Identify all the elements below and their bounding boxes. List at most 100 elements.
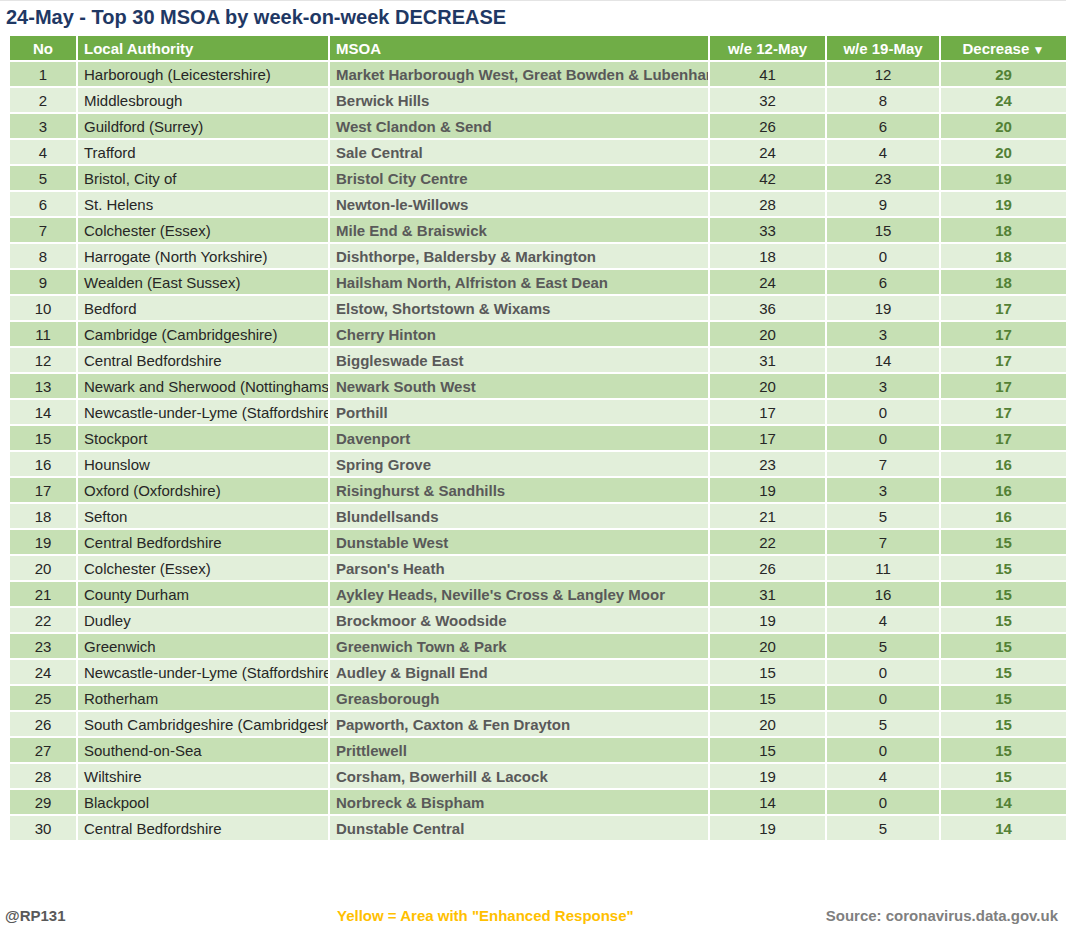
cell-msoa: Porthill bbox=[329, 399, 709, 425]
cell-local-authority: Sefton bbox=[77, 503, 329, 529]
cell-decrease: 15 bbox=[940, 581, 1066, 607]
cell-we-19-may: 0 bbox=[826, 425, 940, 451]
cell-we-12-may: 33 bbox=[709, 217, 826, 243]
cell-msoa: Newark South West bbox=[329, 373, 709, 399]
table-row: 29BlackpoolNorbreck & Bispham14014 bbox=[9, 789, 1066, 815]
cell-no: 28 bbox=[9, 763, 77, 789]
cell-no: 24 bbox=[9, 659, 77, 685]
cell-we-12-may: 20 bbox=[709, 711, 826, 737]
table-row: 14Newcastle-under-Lyme (Staffordshire)Po… bbox=[9, 399, 1066, 425]
table-row: 20Colchester (Essex)Parson's Heath261115 bbox=[9, 555, 1066, 581]
table-row: 30Central BedfordshireDunstable Central1… bbox=[9, 815, 1066, 841]
cell-we-12-may: 15 bbox=[709, 737, 826, 763]
cell-no: 6 bbox=[9, 191, 77, 217]
cell-we-12-may: 19 bbox=[709, 763, 826, 789]
cell-we-12-may: 42 bbox=[709, 165, 826, 191]
cell-decrease: 24 bbox=[940, 87, 1066, 113]
cell-decrease: 17 bbox=[940, 295, 1066, 321]
cell-we-19-may: 3 bbox=[826, 477, 940, 503]
cell-local-authority: Colchester (Essex) bbox=[77, 555, 329, 581]
cell-no: 10 bbox=[9, 295, 77, 321]
cell-we-12-may: 26 bbox=[709, 555, 826, 581]
col-header-label: Local Authority bbox=[84, 40, 193, 57]
cell-decrease: 20 bbox=[940, 113, 1066, 139]
col-header-w-e-19-may[interactable]: w/e 19-May bbox=[826, 35, 940, 61]
cell-local-authority: Wiltshire bbox=[77, 763, 329, 789]
cell-decrease: 15 bbox=[940, 659, 1066, 685]
author-handle: @RP131 bbox=[5, 903, 66, 929]
cell-no: 4 bbox=[9, 139, 77, 165]
cell-we-19-may: 0 bbox=[826, 685, 940, 711]
cell-no: 7 bbox=[9, 217, 77, 243]
cell-no: 27 bbox=[9, 737, 77, 763]
col-header-label: No bbox=[33, 40, 53, 57]
col-header-no[interactable]: No bbox=[9, 35, 77, 61]
msoa-table: No Local Authority MSOAw/e 12-May w/e 19-Ma… bbox=[8, 34, 1066, 842]
cell-no: 14 bbox=[9, 399, 77, 425]
table-row: 1Harborough (Leicestershire)Market Harbo… bbox=[9, 61, 1066, 87]
cell-decrease: 17 bbox=[940, 321, 1066, 347]
cell-decrease: 15 bbox=[940, 737, 1066, 763]
cell-we-19-may: 6 bbox=[826, 269, 940, 295]
cell-local-authority: Southend-on-Sea bbox=[77, 737, 329, 763]
cell-we-12-may: 36 bbox=[709, 295, 826, 321]
cell-no: 20 bbox=[9, 555, 77, 581]
cell-local-authority: Trafford bbox=[77, 139, 329, 165]
col-header-w-e-12-may[interactable]: w/e 12-May bbox=[709, 35, 826, 61]
cell-decrease: 18 bbox=[940, 269, 1066, 295]
cell-decrease: 17 bbox=[940, 399, 1066, 425]
cell-we-19-may: 7 bbox=[826, 451, 940, 477]
cell-no: 26 bbox=[9, 711, 77, 737]
cell-decrease: 17 bbox=[940, 373, 1066, 399]
cell-decrease: 29 bbox=[940, 61, 1066, 87]
cell-we-19-may: 0 bbox=[826, 737, 940, 763]
cell-local-authority: Oxford (Oxfordshire) bbox=[77, 477, 329, 503]
cell-we-19-may: 9 bbox=[826, 191, 940, 217]
cell-we-19-may: 0 bbox=[826, 659, 940, 685]
cell-local-authority: Harborough (Leicestershire) bbox=[77, 61, 329, 87]
table-row: 6St. HelensNewton-le-Willows28919 bbox=[9, 191, 1066, 217]
cell-we-19-may: 5 bbox=[826, 633, 940, 659]
cell-decrease: 15 bbox=[940, 607, 1066, 633]
page-title: 24-May - Top 30 MSOA by week-on-week DEC… bbox=[0, 1, 1066, 34]
cell-no: 2 bbox=[9, 87, 77, 113]
cell-no: 9 bbox=[9, 269, 77, 295]
cell-we-12-may: 20 bbox=[709, 633, 826, 659]
cell-no: 12 bbox=[9, 347, 77, 373]
cell-msoa: Bristol City Centre bbox=[329, 165, 709, 191]
legend-note: Yellow = Area with "Enhanced Response" bbox=[337, 903, 634, 929]
cell-we-19-may: 19 bbox=[826, 295, 940, 321]
cell-local-authority: Colchester (Essex) bbox=[77, 217, 329, 243]
cell-decrease: 18 bbox=[940, 217, 1066, 243]
cell-no: 17 bbox=[9, 477, 77, 503]
cell-decrease: 15 bbox=[940, 711, 1066, 737]
cell-local-authority: Central Bedfordshire bbox=[77, 815, 329, 841]
col-header-label: w/e 19-May bbox=[843, 40, 922, 57]
cell-msoa: Corsham, Bowerhill & Lacock bbox=[329, 763, 709, 789]
table-row: 23GreenwichGreenwich Town & Park20515 bbox=[9, 633, 1066, 659]
cell-no: 8 bbox=[9, 243, 77, 269]
col-header-label: Decrease bbox=[963, 40, 1030, 57]
table-row: 17Oxford (Oxfordshire)Risinghurst & Sand… bbox=[9, 477, 1066, 503]
cell-decrease: 18 bbox=[940, 243, 1066, 269]
sort-descending-icon: ▼ bbox=[1029, 43, 1044, 57]
cell-decrease: 20 bbox=[940, 139, 1066, 165]
table-row: 15StockportDavenport17017 bbox=[9, 425, 1066, 451]
cell-decrease: 16 bbox=[940, 451, 1066, 477]
col-header-msoa[interactable]: MSOA bbox=[329, 35, 709, 61]
cell-we-19-may: 6 bbox=[826, 113, 940, 139]
cell-msoa: Blundellsands bbox=[329, 503, 709, 529]
cell-msoa: Dunstable West bbox=[329, 529, 709, 555]
cell-local-authority: Central Bedfordshire bbox=[77, 347, 329, 373]
cell-we-12-may: 22 bbox=[709, 529, 826, 555]
table-row: 10BedfordElstow, Shortstown & Wixams3619… bbox=[9, 295, 1066, 321]
table-row: 16HounslowSpring Grove23716 bbox=[9, 451, 1066, 477]
cell-decrease: 16 bbox=[940, 477, 1066, 503]
col-header-decrease[interactable]: Decrease ▼ bbox=[940, 35, 1066, 61]
table-row: 25RotherhamGreasborough15015 bbox=[9, 685, 1066, 711]
cell-we-12-may: 17 bbox=[709, 399, 826, 425]
col-header-local-authority[interactable]: Local Authority bbox=[77, 35, 329, 61]
cell-msoa: Greasborough bbox=[329, 685, 709, 711]
cell-we-12-may: 19 bbox=[709, 815, 826, 841]
cell-local-authority: Greenwich bbox=[77, 633, 329, 659]
